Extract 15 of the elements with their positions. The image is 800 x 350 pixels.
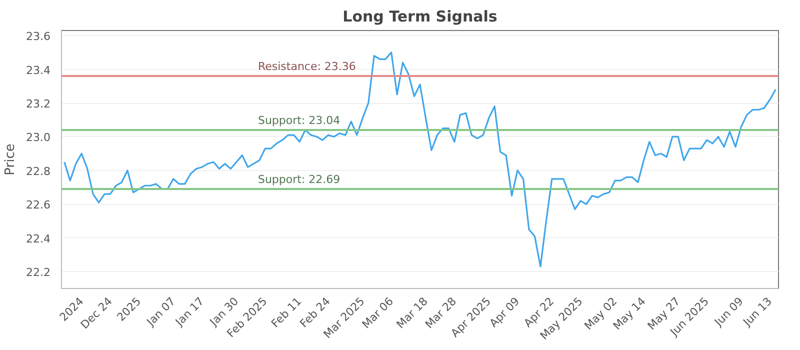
x-tick-label: Jan 17 xyxy=(172,294,207,330)
y-axis-title: Price xyxy=(3,144,18,176)
y-tick-label: 23.0 xyxy=(26,131,51,144)
ref-line-label: Support: 22.69 xyxy=(258,173,340,186)
y-tick-label: 22.4 xyxy=(26,232,51,246)
ref-line-label: Resistance: 23.36 xyxy=(258,60,356,74)
y-tick-label: 22.8 xyxy=(26,164,51,178)
y-tick-label: 23.2 xyxy=(26,98,51,111)
chart-title: Long Term Signals xyxy=(342,8,498,26)
y-tick-label: 23.6 xyxy=(26,30,51,44)
ref-line-label: Support: 23.04 xyxy=(258,114,340,127)
y-tick-label: 22.6 xyxy=(26,198,51,212)
y-tick-label: 23.4 xyxy=(26,64,51,77)
y-tick-label: 22.2 xyxy=(26,266,51,280)
line-series xyxy=(64,52,776,268)
